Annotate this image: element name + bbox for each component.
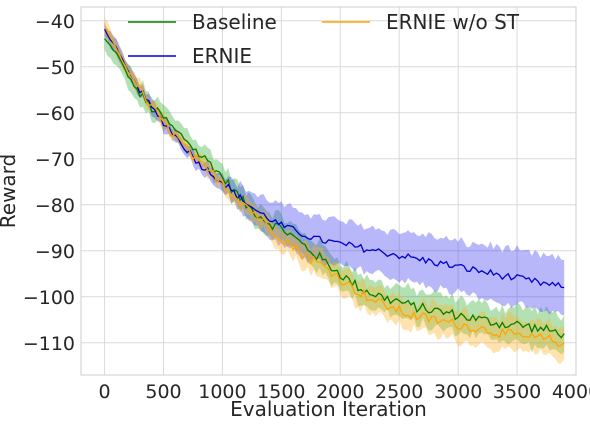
x-tick-label: 3000 — [434, 381, 482, 403]
x-tick-label: 4000 — [552, 381, 590, 403]
y-axis-label: Reward — [0, 154, 20, 228]
series-line-ernie — [104, 28, 565, 289]
x-tick-labels: 0 500 1000 1500 2000 2500 3000 3500 4000 — [99, 381, 590, 403]
legend: Baseline ERNIE ERNIE w/o ST — [128, 10, 520, 68]
legend-label-baseline: Baseline — [192, 10, 277, 34]
x-tick-label: 2000 — [316, 381, 364, 403]
band-ernie-w-o-st — [104, 18, 565, 364]
x-axis-label: Evaluation Iteration — [230, 397, 427, 421]
y-tick-label: −80 — [35, 195, 75, 217]
x-tick-label: 3500 — [493, 381, 541, 403]
legend-label-ernie-wo-st: ERNIE w/o ST — [386, 10, 520, 34]
band-baseline — [104, 28, 565, 355]
y-tick-label: −110 — [23, 333, 75, 355]
plot-frame — [80, 6, 577, 376]
band-ernie — [104, 22, 565, 316]
x-tick-label: 2500 — [375, 381, 423, 403]
y-tick-label: −50 — [35, 57, 75, 79]
x-tick-label: 1500 — [257, 381, 305, 403]
x-tick-label: 500 — [145, 381, 181, 403]
y-tick-label: −100 — [23, 287, 75, 309]
legend-label-ernie: ERNIE — [192, 44, 252, 68]
series-line-baseline — [104, 38, 565, 339]
x-tick-label: 1000 — [198, 381, 246, 403]
x-tick-label: 0 — [99, 381, 111, 403]
y-tick-labels: −40 −50 −60 −70 −80 −90 −100 −110 — [23, 11, 75, 355]
series-lines — [104, 26, 565, 348]
series-line-ernie-w-o-st — [104, 26, 565, 348]
y-tick-label: −70 — [35, 149, 75, 171]
grid — [81, 7, 577, 375]
y-tick-label: −40 — [35, 11, 75, 33]
y-tick-label: −90 — [35, 241, 75, 263]
confidence-bands — [104, 18, 565, 364]
y-tick-label: −60 — [35, 103, 75, 125]
